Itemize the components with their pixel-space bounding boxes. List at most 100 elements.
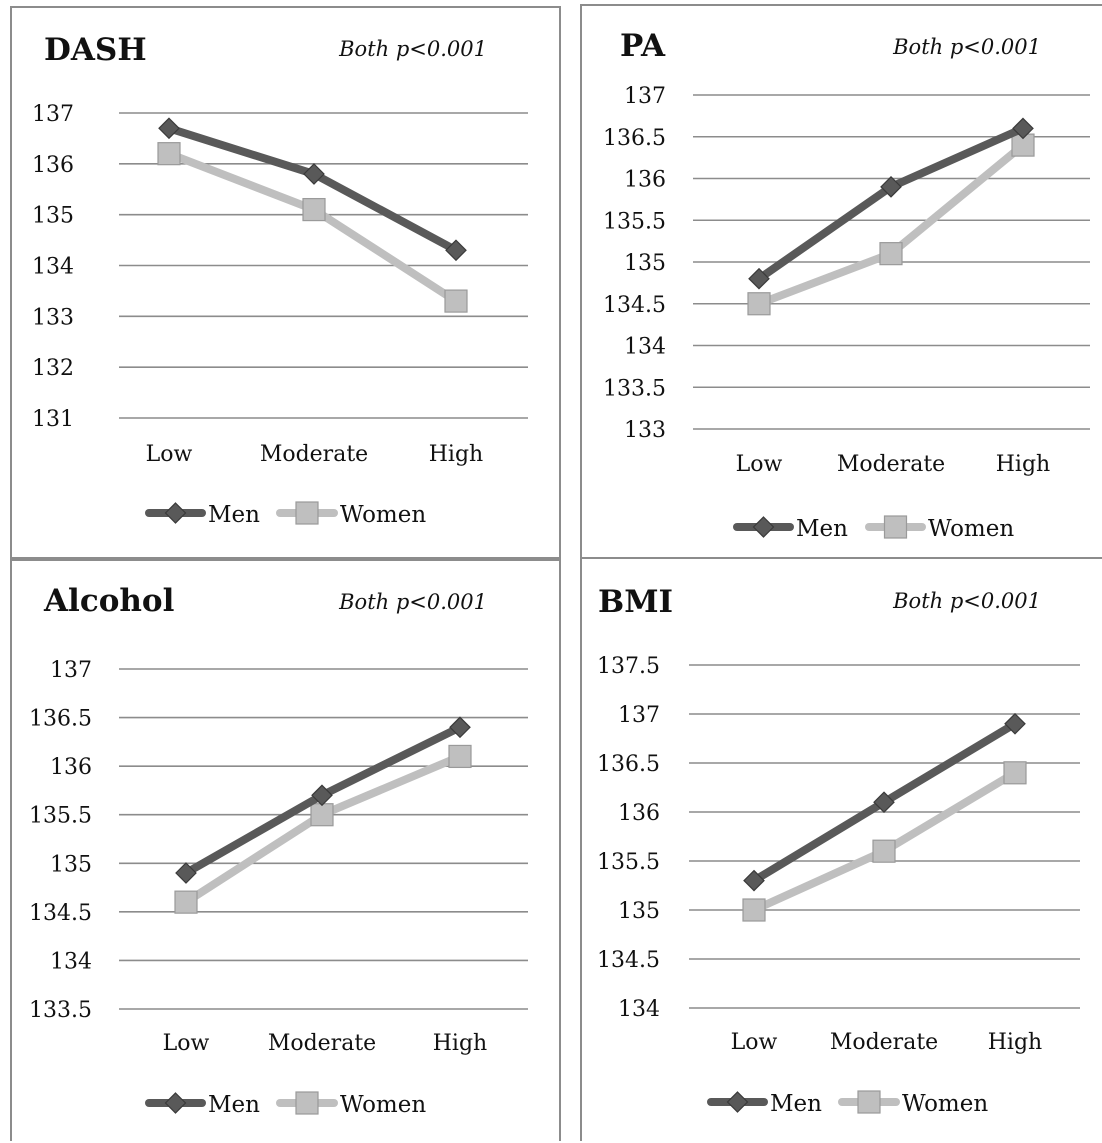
legend-men-swatch <box>145 1092 206 1114</box>
legend: Men Women <box>145 501 426 528</box>
chart-annotation: Both p<0.001 <box>892 35 1041 59</box>
data-point-women <box>747 292 771 316</box>
chart-title: PA <box>620 28 666 64</box>
legend-men-marker <box>752 516 775 538</box>
y-tick-label: 136 <box>50 755 92 780</box>
y-tick-label: 136 <box>624 168 666 193</box>
y-tick-label: 136 <box>32 153 74 178</box>
data-point-women <box>1003 761 1027 785</box>
plot-area: 133.5 134 134.5 135 135.5 136 136.5 137 Low Moder… <box>29 658 528 1056</box>
data-point-women <box>872 839 896 863</box>
chart-annotation: Both p<0.001 <box>338 37 487 61</box>
x-tick-label: High <box>996 452 1050 477</box>
chart-title: DASH <box>44 32 147 68</box>
data-point-women <box>879 242 903 266</box>
y-tick-label: 133.5 <box>29 998 92 1023</box>
y-tick-label: 133.5 <box>603 376 666 401</box>
legend-women-label: Women <box>340 502 426 528</box>
pa-chart-panel: PA Both p<0.001 133 133.5 134 134.5 135 135.5… <box>580 4 1102 559</box>
legend-men-marker <box>164 502 187 524</box>
data-point-women <box>448 744 472 769</box>
x-tick-label: High <box>988 1030 1042 1055</box>
data-point-women <box>174 890 198 914</box>
data-point-men <box>1004 712 1026 735</box>
data-point-men <box>303 163 325 185</box>
data-point-women <box>302 197 326 222</box>
x-tick-label: Low <box>146 442 193 467</box>
y-tick-label: 135 <box>624 251 666 276</box>
data-point-men <box>449 716 471 739</box>
series-line-women <box>182 752 464 907</box>
y-tick-label: 133 <box>624 418 666 443</box>
legend-women-swatch <box>865 515 926 539</box>
x-tick-label: Moderate <box>260 442 368 467</box>
series-line-women <box>755 141 1027 308</box>
bmi-chart-panel: BMI Both p<0.001 134 134.5 135 135.5 136 136.… <box>580 557 1102 1141</box>
data-point-women <box>310 803 334 827</box>
data-point-women <box>444 289 468 313</box>
chart-annotation: Both p<0.001 <box>338 590 487 614</box>
y-tick-label: 135 <box>32 204 74 229</box>
y-tick-label: 135 <box>50 852 92 877</box>
dash-chart: DASH Both p<0.001 131 132 133 134 135 136 137 L… <box>32 32 528 528</box>
data-point-men <box>748 267 770 290</box>
dash-chart-panel: DASH Both p<0.001 131 132 133 134 135 136 137 L… <box>10 6 561 559</box>
y-tick-label: 136.5 <box>29 707 92 732</box>
legend-men-label: Men <box>208 1092 260 1118</box>
data-point-women <box>157 142 181 166</box>
y-tick-label: 131 <box>32 407 74 432</box>
y-tick-label: 137 <box>50 658 92 683</box>
data-point-men <box>175 862 197 884</box>
y-tick-label: 134.5 <box>603 293 666 318</box>
y-tick-label: 137.5 <box>597 654 660 679</box>
x-tick-label: Moderate <box>837 452 945 477</box>
plot-area: 131 132 133 134 135 136 137 Low Moderate High <box>32 102 528 467</box>
chart-title: Alcohol <box>43 583 174 619</box>
y-tick-label: 135.5 <box>597 850 660 875</box>
y-tick-label: 134 <box>32 255 74 280</box>
data-point-women <box>742 898 766 922</box>
legend: Men Women <box>733 515 1014 542</box>
y-tick-label: 135 <box>618 899 660 924</box>
data-point-men <box>743 869 765 892</box>
data-point-men <box>445 239 467 262</box>
legend-men-swatch <box>145 502 206 524</box>
legend-men-swatch <box>707 1091 768 1113</box>
y-tick-label: 137 <box>618 703 660 728</box>
y-tick-label: 134 <box>50 949 92 974</box>
chart-annotation: Both p<0.001 <box>892 589 1041 613</box>
legend-women-marker <box>295 1091 319 1115</box>
legend: Men Women <box>145 1091 426 1118</box>
legend-women-swatch <box>276 501 338 525</box>
legend-women-label: Women <box>902 1091 988 1117</box>
y-tick-label: 134.5 <box>597 948 660 973</box>
y-tick-label: 134 <box>618 997 660 1022</box>
legend-women-marker <box>883 515 908 539</box>
x-tick-label: Low <box>163 1031 210 1056</box>
y-tick-label: 137 <box>32 102 74 127</box>
y-tick-label: 135.5 <box>603 209 666 234</box>
x-tick-label: Low <box>731 1030 778 1055</box>
y-tick-label: 135.5 <box>29 804 92 829</box>
x-tick-label: High <box>433 1031 487 1056</box>
legend-women-marker <box>857 1090 881 1114</box>
y-tick-label: 134.5 <box>29 901 92 926</box>
y-tick-label: 133 <box>32 305 74 330</box>
x-tick-label: Moderate <box>268 1031 376 1056</box>
y-tick-label: 134 <box>624 335 666 360</box>
data-point-men <box>880 176 902 198</box>
y-tick-label: 137 <box>624 84 666 109</box>
legend-women-swatch <box>276 1091 338 1115</box>
y-tick-label: 136.5 <box>603 126 666 151</box>
legend-men-label: Men <box>796 516 848 542</box>
data-point-men <box>1012 117 1034 140</box>
y-tick-label: 136.5 <box>597 752 660 777</box>
legend-men-label: Men <box>208 502 260 528</box>
legend-women-swatch <box>838 1090 900 1114</box>
legend-men-marker <box>726 1091 749 1113</box>
legend-men-marker <box>164 1092 187 1114</box>
alcohol-chart-panel: Alcohol Both p<0.001 133.5 134 134.5 135 135… <box>10 559 561 1141</box>
legend-men-swatch <box>733 516 794 538</box>
bmi-chart: BMI Both p<0.001 134 134.5 135 135.5 136 136.… <box>597 584 1080 1117</box>
data-point-men <box>158 117 180 140</box>
